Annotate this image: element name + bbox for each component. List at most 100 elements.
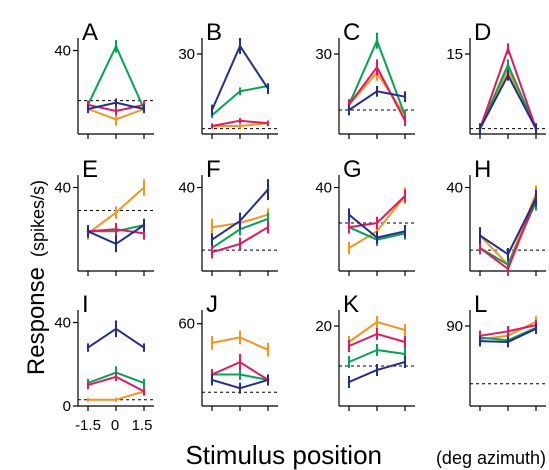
panel-e: 40 E — [54, 156, 154, 276]
data-point — [347, 246, 351, 250]
data-point — [506, 74, 510, 77]
x-tick-label-pos: 1.5 — [132, 417, 153, 434]
data-point — [210, 238, 214, 241]
x-tick-label-neg: -1.5 — [75, 417, 101, 434]
data-point — [347, 380, 351, 384]
data-point — [403, 360, 407, 364]
data-point — [210, 378, 214, 382]
x-tick-label-zero: 0 — [111, 417, 119, 434]
panel-label: A — [82, 19, 98, 46]
data-point — [86, 230, 90, 233]
data-point — [375, 90, 379, 93]
panel-label: L — [474, 291, 487, 318]
panel-label: K — [343, 291, 359, 318]
data-point — [142, 346, 146, 349]
data-point — [506, 253, 510, 256]
data-point — [238, 386, 242, 390]
panel-label: D — [474, 19, 491, 46]
data-point — [114, 45, 118, 48]
panel-f: 40 F — [178, 156, 278, 276]
data-point — [114, 228, 118, 231]
data-point — [506, 47, 510, 50]
data-point — [142, 223, 146, 227]
y-tick-label: 30 — [315, 46, 332, 63]
data-point — [266, 87, 270, 90]
panel-d: 15 D — [446, 19, 546, 139]
y-axis-title: Response — [23, 267, 50, 375]
data-point — [534, 127, 538, 130]
data-point — [114, 109, 118, 113]
x-axis-title: Stimulus position — [185, 440, 382, 470]
data-point — [403, 95, 407, 98]
data-point — [238, 242, 242, 246]
x-axis-unit: (deg azimuth) — [436, 448, 546, 468]
panel-i: 40 0 I — [54, 291, 154, 415]
data-point — [238, 90, 242, 93]
y-tick-label: 30 — [178, 46, 195, 63]
data-point — [142, 390, 146, 393]
series-magenta — [210, 353, 270, 386]
panel-label: B — [206, 19, 222, 46]
panel-g: 40 G — [315, 156, 415, 276]
data-point — [114, 327, 118, 330]
data-point — [238, 44, 242, 48]
data-point — [142, 186, 146, 189]
panel-j: 60 J — [178, 291, 278, 411]
series-line — [479, 197, 537, 256]
panel-l: 90 L — [446, 291, 546, 411]
data-point — [403, 119, 407, 122]
data-point — [403, 340, 407, 344]
data-point — [478, 127, 482, 130]
y-tick-label: 40 — [178, 180, 195, 197]
data-point — [238, 360, 242, 364]
data-point — [403, 328, 407, 332]
data-point — [86, 398, 90, 401]
y-axis-unit: (spikes/s) — [28, 180, 48, 257]
panel-label: I — [82, 291, 89, 318]
y-tick-label: 40 — [54, 180, 71, 197]
data-point — [347, 213, 351, 216]
data-point — [86, 383, 90, 387]
data-point — [210, 251, 214, 254]
series-orange — [210, 330, 270, 357]
data-point — [266, 217, 270, 221]
data-point — [142, 107, 146, 111]
panel-a: 40 A — [54, 19, 154, 139]
y-tick-label: 0 — [63, 398, 71, 415]
data-point — [375, 39, 379, 42]
data-point — [114, 118, 118, 121]
data-point — [478, 246, 482, 250]
data-point — [375, 221, 379, 225]
series-blue — [478, 189, 538, 261]
series-blue — [347, 86, 407, 116]
panel-b: 30 B — [178, 19, 278, 139]
data-point — [266, 378, 270, 382]
data-point — [266, 225, 270, 229]
data-point — [375, 320, 379, 324]
data-point — [375, 66, 379, 69]
data-point — [142, 232, 146, 235]
panel-label: H — [474, 156, 491, 183]
data-point — [403, 352, 407, 356]
data-point — [114, 375, 118, 378]
panel-label: E — [82, 156, 98, 183]
series-magenta — [478, 43, 538, 134]
data-point — [210, 341, 214, 345]
data-point — [506, 63, 510, 66]
data-point — [114, 398, 118, 401]
data-point — [238, 373, 242, 376]
data-point — [86, 346, 90, 349]
series-blue — [478, 70, 538, 134]
y-tick-label: 40 — [54, 315, 71, 332]
x-tick-labels: -1.5 0 1.5 — [75, 417, 152, 434]
data-point — [375, 332, 379, 336]
data-point — [238, 219, 242, 223]
data-point — [347, 225, 351, 229]
data-point — [210, 108, 214, 112]
data-point — [403, 194, 407, 198]
y-tick-label: 40 — [315, 180, 332, 197]
panel-c: 30 C — [315, 19, 415, 139]
data-point — [210, 225, 214, 229]
data-point — [266, 348, 270, 351]
series-blue — [210, 374, 270, 394]
